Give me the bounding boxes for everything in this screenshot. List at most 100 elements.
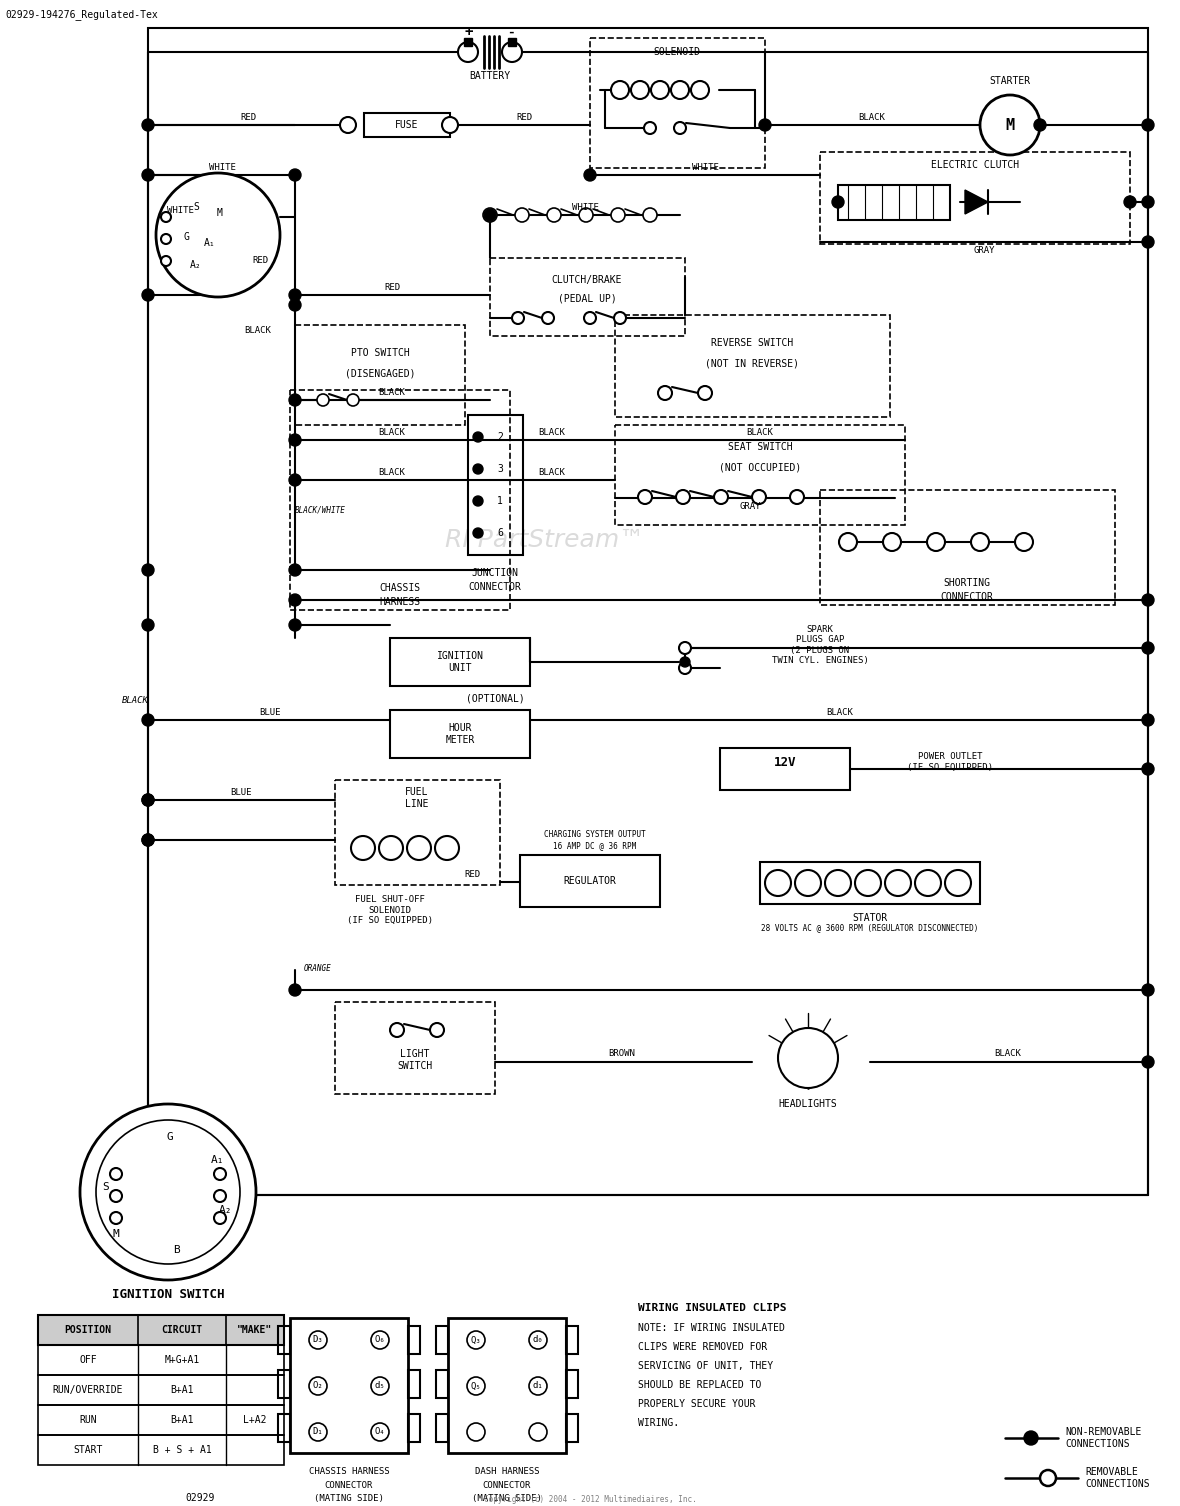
Text: d₁: d₁: [532, 1381, 543, 1390]
Circle shape: [644, 122, 656, 134]
Circle shape: [1015, 533, 1032, 551]
Text: SHOULD BE REPLACED TO: SHOULD BE REPLACED TO: [638, 1379, 761, 1390]
Circle shape: [542, 312, 553, 324]
Text: ORANGE: ORANGE: [304, 964, 332, 973]
Circle shape: [289, 289, 301, 301]
Circle shape: [473, 464, 483, 474]
Circle shape: [289, 395, 301, 407]
Circle shape: [458, 42, 478, 62]
Circle shape: [142, 565, 155, 575]
Text: REVERSE SWITCH: REVERSE SWITCH: [710, 337, 793, 348]
Circle shape: [691, 81, 709, 99]
Circle shape: [214, 1212, 227, 1224]
Text: 28 VOLTS AC @ 3600 RPM (REGULATOR DISCONNECTED): 28 VOLTS AC @ 3600 RPM (REGULATOR DISCON…: [761, 923, 978, 932]
Text: (NOT OCCUPIED): (NOT OCCUPIED): [719, 462, 801, 471]
Text: B+A1: B+A1: [170, 1386, 194, 1395]
Circle shape: [484, 209, 496, 221]
Circle shape: [1142, 764, 1154, 776]
Circle shape: [407, 836, 431, 860]
Text: S: S: [194, 202, 199, 212]
Text: BLACK: BLACK: [538, 428, 565, 437]
Text: M: M: [112, 1229, 119, 1239]
Text: SEAT SWITCH: SEAT SWITCH: [728, 441, 792, 452]
Text: 1: 1: [497, 495, 503, 506]
Circle shape: [467, 1376, 485, 1395]
Circle shape: [1142, 593, 1154, 605]
Circle shape: [1142, 1056, 1154, 1068]
Text: (OPTIONAL): (OPTIONAL): [466, 693, 524, 703]
Text: G: G: [166, 1133, 173, 1142]
Text: HARNESS: HARNESS: [380, 596, 420, 607]
Circle shape: [214, 1169, 227, 1181]
Circle shape: [643, 208, 657, 221]
Text: SOLENOID: SOLENOID: [654, 47, 701, 57]
Text: SERVICING OF UNIT, THEY: SERVICING OF UNIT, THEY: [638, 1361, 773, 1370]
Circle shape: [651, 81, 669, 99]
Circle shape: [110, 1169, 122, 1181]
Circle shape: [778, 1029, 838, 1087]
Circle shape: [289, 474, 301, 486]
Text: L+A2: L+A2: [243, 1416, 267, 1425]
Text: BLUE: BLUE: [260, 708, 281, 717]
Text: B+A1: B+A1: [170, 1416, 194, 1425]
Text: 6: 6: [497, 529, 503, 538]
Text: M: M: [217, 208, 223, 218]
Circle shape: [789, 489, 804, 505]
Circle shape: [289, 619, 301, 631]
Text: START: START: [73, 1444, 103, 1455]
Text: CLUTCH/BRAKE: CLUTCH/BRAKE: [552, 276, 622, 285]
Text: BLACK: BLACK: [538, 467, 565, 476]
Circle shape: [371, 1331, 389, 1349]
Circle shape: [548, 208, 560, 221]
Circle shape: [971, 533, 989, 551]
Circle shape: [714, 489, 728, 505]
Circle shape: [289, 593, 301, 605]
Circle shape: [80, 1104, 256, 1280]
Text: RUN/OVERRIDE: RUN/OVERRIDE: [53, 1386, 123, 1395]
Text: WIRING.: WIRING.: [638, 1419, 680, 1428]
Text: +: +: [465, 26, 473, 39]
Text: FUEL SHUT-OFF
SOLENOID
(IF SO EQUIPPED): FUEL SHUT-OFF SOLENOID (IF SO EQUIPPED): [347, 895, 433, 925]
Circle shape: [289, 434, 301, 446]
Circle shape: [160, 256, 171, 267]
Circle shape: [614, 312, 627, 324]
Text: CLIPS WERE REMOVED FOR: CLIPS WERE REMOVED FOR: [638, 1342, 767, 1352]
Text: WHITE: WHITE: [166, 205, 194, 214]
Text: RED: RED: [516, 113, 532, 122]
Circle shape: [1142, 642, 1154, 654]
Circle shape: [156, 173, 280, 297]
Circle shape: [96, 1120, 240, 1264]
Text: A₁: A₁: [204, 238, 216, 248]
Circle shape: [885, 870, 911, 896]
Circle shape: [1142, 983, 1154, 995]
Text: PTO SWITCH: PTO SWITCH: [350, 348, 409, 358]
Circle shape: [699, 386, 712, 401]
Text: RED: RED: [384, 283, 400, 292]
Circle shape: [340, 117, 356, 133]
Text: Q₃: Q₃: [471, 1336, 481, 1345]
Circle shape: [579, 208, 594, 221]
Text: BLUE: BLUE: [230, 788, 251, 797]
Text: WHITE: WHITE: [209, 163, 236, 172]
Circle shape: [671, 81, 689, 99]
Circle shape: [1142, 236, 1154, 248]
Text: CONNECTOR: CONNECTOR: [483, 1480, 531, 1489]
Text: WHITE: WHITE: [571, 202, 598, 211]
Circle shape: [110, 1212, 122, 1224]
Circle shape: [467, 1423, 485, 1441]
Circle shape: [435, 836, 459, 860]
Text: A₂: A₂: [219, 1205, 232, 1215]
Text: O₆: O₆: [374, 1336, 386, 1345]
Text: A₁: A₁: [211, 1155, 224, 1166]
Text: B: B: [172, 1245, 179, 1254]
Text: GRAY: GRAY: [974, 245, 995, 255]
Text: IGNITION
UNIT: IGNITION UNIT: [437, 651, 484, 673]
Text: PROPERLY SECURE YOUR: PROPERLY SECURE YOUR: [638, 1399, 755, 1410]
Circle shape: [289, 300, 301, 312]
Circle shape: [611, 208, 625, 221]
Text: GRAY: GRAY: [739, 501, 761, 511]
Text: BATTERY: BATTERY: [470, 71, 511, 81]
Polygon shape: [965, 190, 988, 214]
Text: BLACK: BLACK: [379, 428, 406, 437]
Text: IGNITION SWITCH: IGNITION SWITCH: [112, 1289, 224, 1301]
